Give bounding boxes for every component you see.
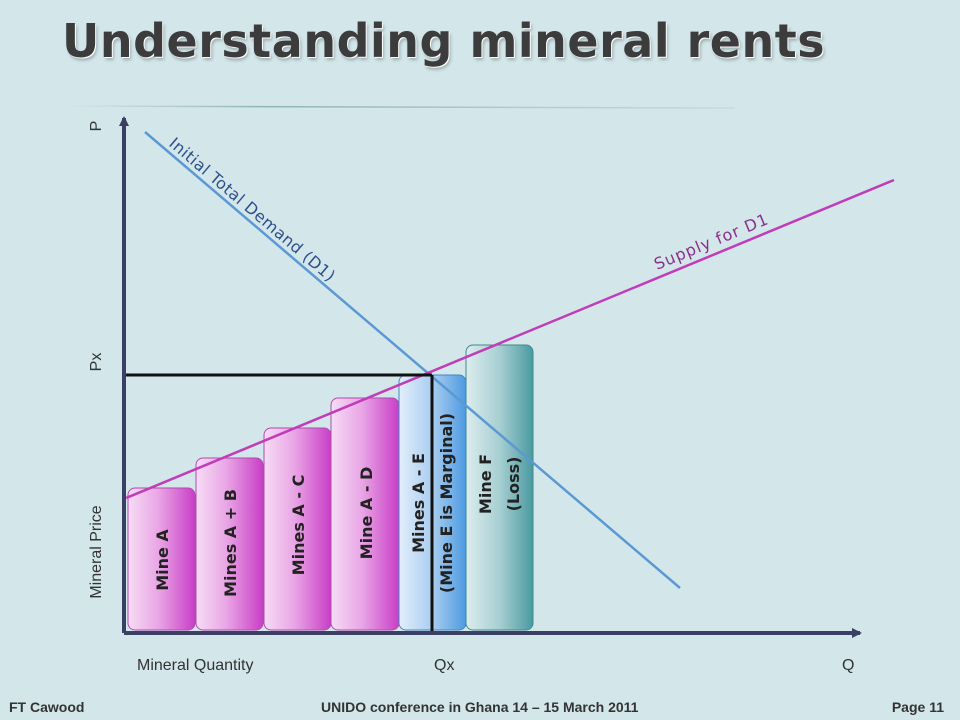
bar-mines-a-b-label: Mines A + B: [221, 489, 240, 597]
mine-bars: Mine A Mines A + B Mines A - C Mine A - …: [127, 344, 534, 631]
footer-author: FT Cawood: [9, 699, 85, 715]
quantity-label: Qx: [434, 657, 454, 674]
bar-mine-a: Mine A: [127, 487, 196, 631]
supply-curve-label: Supply for D1: [651, 209, 771, 273]
bar-mines-a-e-sublabel: (Mine E is Marginal): [437, 413, 456, 593]
bar-mines-a-b: Mines A + B: [195, 457, 264, 631]
slide-title: Understanding mineral rents: [62, 14, 826, 68]
bar-mine-f-sublabel: (Loss): [504, 457, 523, 512]
y-axis-title: Mineral Price: [88, 505, 105, 598]
bar-mines-a-c-label: Mines A - C: [289, 475, 308, 576]
bar-mines-a-e-label: Mines A - E: [409, 453, 428, 553]
supply-curve: [125, 178, 895, 500]
title-divider: [59, 105, 736, 109]
bar-mine-a-label: Mine A: [153, 529, 172, 591]
axis-top-label: P: [88, 121, 105, 132]
bar-mine-a-d-label: Mine A - D: [357, 467, 376, 560]
bar-mine-f-label: Mine F: [476, 454, 495, 514]
price-label: Px: [88, 353, 105, 372]
demand-curve: [144, 131, 681, 589]
footer-page-number: Page 11: [891, 699, 944, 715]
bar-mine-f: Mine F (Loss): [465, 344, 534, 631]
bar-mine-a-d: Mine A - D: [330, 397, 400, 631]
demand-curve-label: Initial Total Demand (D1): [165, 134, 339, 286]
footer-event: UNIDO conference in Ghana 14 – 15 March …: [321, 699, 639, 715]
x-axis-title: Mineral Quantity: [137, 657, 254, 674]
x-axis-end-label: Q: [842, 657, 854, 674]
bar-mines-a-c: Mines A - C: [263, 427, 332, 631]
